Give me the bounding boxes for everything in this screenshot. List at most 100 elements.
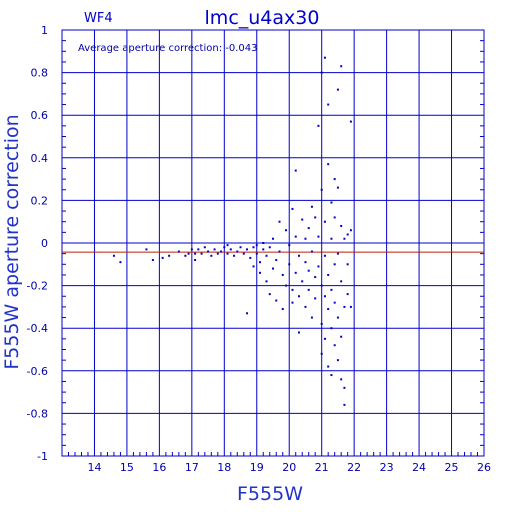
data-point (213, 248, 216, 251)
x-tick-label: 24 (412, 461, 426, 474)
data-point (330, 374, 333, 377)
data-point (340, 280, 343, 283)
x-tick-label: 22 (347, 461, 361, 474)
data-point (330, 201, 333, 204)
data-point (301, 218, 304, 221)
data-point (297, 331, 300, 334)
data-points (112, 56, 352, 406)
data-point (220, 250, 223, 253)
data-point (323, 56, 326, 59)
data-point (333, 263, 336, 266)
data-point (246, 312, 249, 315)
y-tick-label: -0.2 (27, 280, 48, 293)
data-point (343, 386, 346, 389)
y-axis-label: F555W aperture correction (1, 114, 23, 369)
y-tick-label: -0.8 (27, 407, 48, 420)
data-point (119, 261, 122, 264)
y-tick-label: 0.4 (31, 152, 49, 165)
data-point (343, 403, 346, 406)
data-point (304, 305, 307, 308)
data-point (161, 256, 164, 259)
data-point (291, 207, 294, 210)
data-point (323, 220, 326, 223)
data-point (190, 248, 193, 251)
data-point (278, 250, 281, 253)
data-point (343, 237, 346, 240)
data-point (265, 280, 268, 283)
data-point (239, 246, 242, 249)
data-point (242, 252, 245, 255)
data-point (262, 248, 265, 251)
data-point (297, 254, 300, 257)
data-point (197, 248, 200, 251)
data-point (297, 295, 300, 298)
data-point (349, 229, 352, 232)
chip-label: WF4 (84, 11, 113, 26)
data-point (327, 365, 330, 368)
data-point (187, 252, 190, 255)
data-point (323, 295, 326, 298)
tick-labels: 14 15 16 17 18 19 20 21 22 23 24 25 26 -1 -0.8 -0.6 -0.4… (27, 24, 491, 474)
data-point (307, 227, 310, 230)
data-point (284, 284, 287, 287)
data-point (310, 250, 313, 253)
data-point (184, 254, 187, 257)
data-point (343, 305, 346, 308)
data-point (291, 288, 294, 291)
y-tick-label: 0.6 (31, 109, 49, 122)
data-point (323, 337, 326, 340)
data-point (317, 235, 320, 238)
data-point (323, 254, 326, 257)
data-point (268, 293, 271, 296)
data-point (340, 378, 343, 381)
data-point (327, 163, 330, 166)
data-point (346, 293, 349, 296)
data-point (275, 259, 278, 262)
data-point (207, 250, 210, 253)
data-point (249, 256, 252, 259)
x-tick-label: 21 (315, 461, 329, 474)
data-point (349, 120, 352, 123)
data-point (151, 259, 154, 262)
data-point (320, 322, 323, 325)
data-point (265, 254, 268, 257)
data-point (255, 244, 258, 247)
data-point (291, 301, 294, 304)
x-tick-label: 16 (152, 461, 166, 474)
data-point (294, 169, 297, 172)
data-point (314, 216, 317, 219)
data-point (288, 244, 291, 247)
data-point (145, 248, 148, 251)
data-point (346, 263, 349, 266)
data-point (194, 259, 197, 262)
data-point (320, 71, 323, 74)
x-tick-label: 15 (120, 461, 134, 474)
data-point (268, 246, 271, 249)
data-point (336, 316, 339, 319)
x-tick-label: 14 (87, 461, 101, 474)
x-axis-label: F555W (237, 483, 303, 505)
y-tick-label: -0.6 (27, 365, 48, 378)
data-point (272, 267, 274, 270)
data-point (223, 246, 226, 249)
data-point (233, 254, 236, 257)
data-point (288, 263, 291, 266)
data-point (262, 242, 265, 244)
data-point (320, 352, 323, 355)
data-point (330, 327, 333, 330)
data-point (194, 252, 197, 255)
data-point (336, 186, 339, 189)
x-tick-label: 17 (185, 461, 199, 474)
data-point (333, 344, 336, 347)
data-point (340, 335, 343, 338)
data-point (349, 305, 352, 308)
data-point (255, 252, 258, 255)
y-tick-label: 0.2 (31, 194, 49, 207)
data-point (304, 237, 307, 240)
data-point (310, 316, 313, 319)
data-point (259, 261, 262, 264)
data-point (333, 178, 336, 181)
data-point (281, 308, 284, 311)
data-point (210, 254, 213, 257)
chart-title: lmc_u4ax30 (205, 7, 320, 29)
